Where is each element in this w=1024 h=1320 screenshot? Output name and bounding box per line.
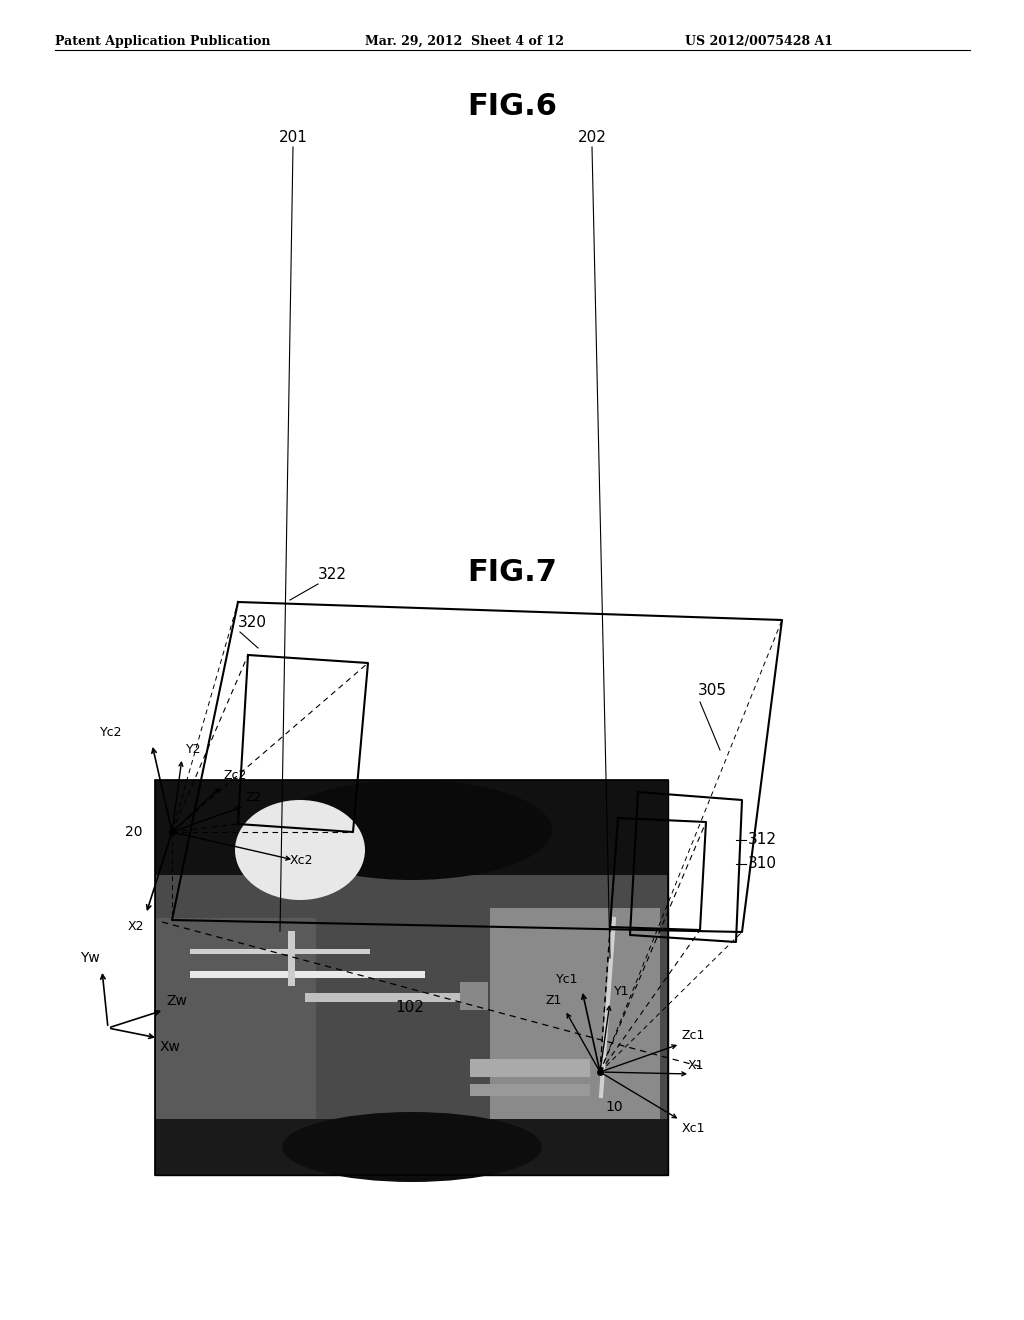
Text: 322: 322 xyxy=(318,568,347,582)
Text: FIG.6: FIG.6 xyxy=(467,92,557,121)
Text: Xc1: Xc1 xyxy=(682,1122,706,1135)
Text: 312: 312 xyxy=(748,833,777,847)
Text: X2: X2 xyxy=(128,920,144,933)
Text: Zc2: Zc2 xyxy=(224,770,248,781)
Ellipse shape xyxy=(272,780,552,880)
Bar xyxy=(470,1084,590,1096)
Text: 202: 202 xyxy=(578,129,606,145)
Text: Y2: Y2 xyxy=(186,743,202,756)
Ellipse shape xyxy=(234,800,365,900)
Text: 310: 310 xyxy=(748,857,777,871)
Text: 305: 305 xyxy=(698,682,727,698)
Bar xyxy=(156,781,667,875)
Text: FIG.7: FIG.7 xyxy=(467,558,557,587)
Text: 201: 201 xyxy=(279,129,307,145)
Text: Mar. 29, 2012  Sheet 4 of 12: Mar. 29, 2012 Sheet 4 of 12 xyxy=(365,36,564,48)
Text: Xw: Xw xyxy=(160,1040,181,1053)
Text: Z2: Z2 xyxy=(246,791,262,804)
Bar xyxy=(470,1059,590,1077)
Text: Zc1: Zc1 xyxy=(682,1030,706,1041)
Text: Patent Application Publication: Patent Application Publication xyxy=(55,36,270,48)
Bar xyxy=(305,993,470,1002)
Bar xyxy=(155,780,668,1175)
Ellipse shape xyxy=(282,1111,542,1181)
Text: Zw: Zw xyxy=(166,994,186,1008)
Bar xyxy=(490,908,660,1125)
Text: Yc1: Yc1 xyxy=(555,973,578,986)
Text: Yw: Yw xyxy=(80,950,100,965)
Text: Y1: Y1 xyxy=(614,985,630,998)
Text: Xc2: Xc2 xyxy=(290,854,313,867)
Text: X1: X1 xyxy=(688,1059,705,1072)
Bar xyxy=(460,982,488,1010)
Bar xyxy=(156,781,667,1173)
Bar xyxy=(156,1119,667,1173)
Text: 320: 320 xyxy=(238,615,267,630)
Text: Z1: Z1 xyxy=(546,994,562,1007)
Bar xyxy=(190,949,370,954)
Text: 20: 20 xyxy=(125,825,142,840)
Text: US 2012/0075428 A1: US 2012/0075428 A1 xyxy=(685,36,833,48)
Text: 102: 102 xyxy=(395,1001,424,1015)
Bar xyxy=(190,972,425,978)
Bar xyxy=(288,931,295,986)
Bar xyxy=(155,780,668,1175)
Text: 10: 10 xyxy=(605,1100,623,1114)
Text: Yc2: Yc2 xyxy=(99,726,122,739)
Bar xyxy=(156,917,316,1173)
